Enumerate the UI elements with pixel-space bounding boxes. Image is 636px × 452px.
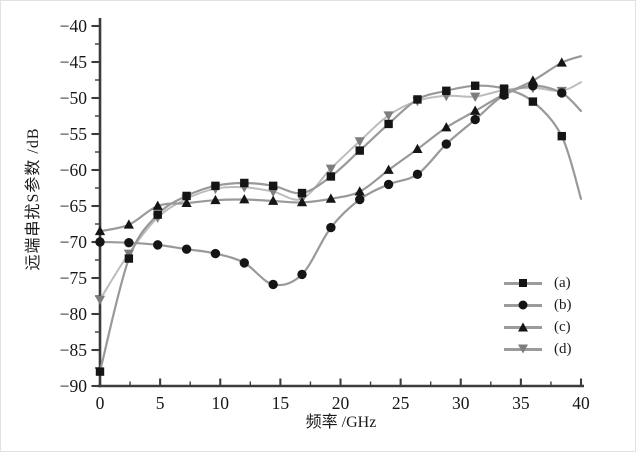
data-marker-a — [268, 181, 278, 191]
legend-entry-b: (b) — [504, 294, 572, 316]
y-tick-label: −50 — [60, 88, 88, 108]
triangle-up-marker-icon — [518, 322, 528, 332]
data-marker-a — [557, 131, 566, 141]
y-tick-label: −80 — [60, 304, 88, 324]
data-marker-c — [152, 200, 163, 210]
y-tick-label: −60 — [60, 160, 88, 180]
legend-entry-d: (d) — [504, 338, 572, 360]
data-marker-d — [354, 137, 365, 147]
data-marker-a — [355, 146, 364, 155]
data-marker-b — [239, 258, 249, 268]
data-marker-b — [95, 237, 105, 247]
data-marker-b — [297, 269, 307, 280]
curve-d — [99, 81, 582, 301]
legend-entry-a: (a) — [504, 272, 572, 294]
data-marker-a — [528, 97, 538, 106]
data-marker-b — [557, 88, 567, 98]
data-marker-b — [326, 222, 336, 233]
data-marker-c — [123, 219, 134, 229]
y-tick-label: −65 — [60, 196, 88, 216]
y-tick-label: −90 — [60, 376, 88, 396]
data-marker-a — [182, 191, 191, 201]
data-marker-a — [499, 84, 509, 93]
data-marker-b — [412, 169, 423, 180]
data-marker-c — [239, 194, 250, 204]
x-axis-label: 频率 /GHz — [305, 414, 377, 431]
x-tick-label: 35 — [512, 393, 530, 413]
legend-label: (b) — [554, 296, 572, 313]
y-tick-label: −55 — [60, 124, 88, 144]
legend-line-sample — [504, 300, 542, 310]
y-tick-label: −85 — [60, 340, 88, 360]
y-tick-label: −75 — [60, 268, 88, 288]
legend-line-sample — [504, 279, 542, 287]
x-tick-label: 20 — [332, 393, 350, 413]
data-marker-b — [355, 194, 365, 205]
data-marker-c — [383, 164, 394, 174]
data-marker-a — [470, 81, 480, 90]
y-axis-label: 远端串扰S参数 /dB — [25, 127, 42, 271]
data-marker-c — [498, 89, 510, 99]
data-marker-a — [413, 95, 422, 104]
data-marker-b — [470, 114, 480, 125]
data-marker-c — [441, 122, 452, 132]
data-marker-b — [383, 179, 394, 190]
circle-marker-icon — [518, 300, 528, 310]
data-marker-a — [153, 210, 162, 219]
data-marker-d — [123, 249, 134, 259]
data-marker-c — [354, 186, 365, 196]
data-marker-b — [181, 244, 192, 254]
curve-c — [98, 55, 583, 233]
data-marker-a — [384, 119, 393, 129]
data-marker-c — [94, 225, 106, 236]
data-marker-b — [441, 139, 452, 149]
data-marker-a — [442, 86, 451, 95]
data-marker-c — [296, 197, 308, 207]
data-marker-b — [210, 248, 221, 259]
data-marker-a — [124, 254, 134, 263]
data-marker-c — [210, 194, 221, 205]
legend-entry-c: (c) — [504, 316, 572, 338]
data-marker-c — [268, 195, 279, 205]
x-tick-label: 15 — [272, 393, 290, 413]
data-marker-a — [95, 367, 105, 376]
legend-label: (c) — [554, 318, 571, 335]
y-tick-label: −40 — [60, 16, 88, 36]
data-marker-c — [527, 75, 538, 85]
y-tick-label: −45 — [60, 52, 88, 72]
x-tick-label: 10 — [212, 393, 230, 413]
data-marker-d — [383, 111, 394, 121]
data-marker-a — [211, 181, 220, 191]
y-tick-label: −70 — [60, 232, 88, 252]
data-marker-c — [556, 57, 567, 67]
legend-line-sample — [504, 322, 542, 332]
data-marker-c — [412, 143, 423, 154]
data-marker-a — [297, 188, 307, 198]
x-tick-label: 0 — [96, 393, 105, 413]
legend: (a) (b) (c) (d) — [504, 272, 572, 360]
data-marker-c — [470, 105, 481, 115]
data-marker-c — [325, 193, 336, 203]
data-marker-b — [153, 240, 163, 250]
triangle-down-marker-icon — [518, 344, 528, 354]
curve-b — [98, 84, 583, 287]
data-marker-d — [325, 164, 336, 174]
legend-label: (a) — [554, 274, 571, 291]
data-marker-b — [268, 279, 278, 290]
data-marker-d — [470, 92, 481, 102]
x-tick-label: 40 — [572, 393, 590, 413]
data-marker-b — [124, 238, 134, 248]
x-tick-label: 5 — [156, 393, 165, 413]
data-marker-a — [326, 172, 336, 181]
x-tick-label: 25 — [392, 393, 410, 413]
legend-label: (d) — [554, 340, 572, 357]
data-marker-d — [94, 295, 106, 305]
data-marker-a — [240, 178, 249, 188]
data-marker-c — [181, 197, 192, 208]
x-tick-label: 30 — [452, 393, 470, 413]
legend-line-sample — [504, 344, 542, 354]
square-marker-icon — [519, 279, 527, 287]
